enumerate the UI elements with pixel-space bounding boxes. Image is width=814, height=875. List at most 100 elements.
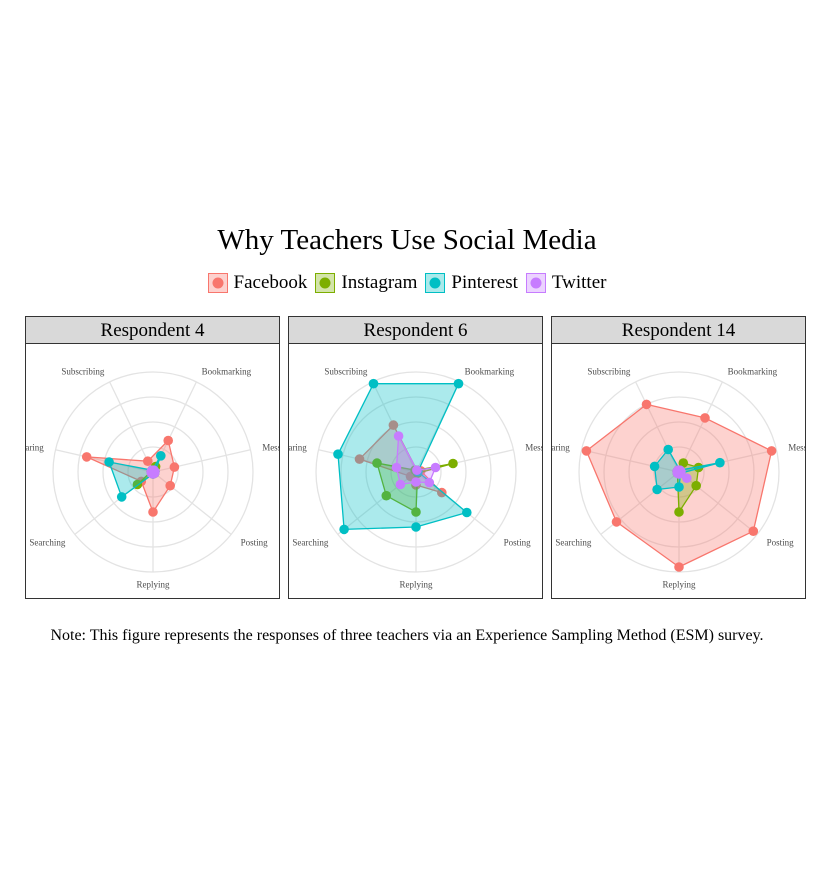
data-point: [116, 492, 127, 502]
data-point: [411, 522, 421, 532]
axis-label-replying: Replying: [400, 580, 433, 590]
data-point: [430, 462, 441, 473]
legend-dot: [429, 277, 441, 289]
data-point: [411, 507, 421, 517]
grid-spoke: [678, 381, 723, 473]
data-point: [368, 378, 379, 389]
axis-label-sharing: Sharing: [289, 443, 307, 453]
axis-label-replying: Replying: [137, 580, 170, 590]
grid-spoke: [678, 471, 758, 535]
axis-label-subscribing: Subscribing: [61, 367, 105, 377]
legend-label: Pinterest: [451, 272, 518, 293]
grid-spoke: [152, 471, 232, 535]
axis-label-searching: Searching: [292, 537, 328, 547]
data-point: [372, 458, 382, 468]
data-point: [156, 451, 166, 461]
data-point: [147, 465, 157, 475]
data-point: [354, 454, 365, 464]
data-point: [81, 452, 92, 462]
data-point: [412, 465, 422, 475]
axis-label-sharing: Sharing: [26, 443, 44, 453]
axis-label-posting: Posting: [767, 537, 795, 547]
panel-respondent-4: Respondent 4 Bookmarking Messagin Posting R…: [25, 316, 280, 599]
axis-label-sharing: Sharing: [552, 443, 570, 453]
data-point: [333, 449, 343, 459]
data-point: [611, 517, 622, 527]
axis-label-subscribing: Subscribing: [324, 367, 368, 377]
data-point: [674, 507, 684, 517]
axis-labels: Bookmarking Messagin Posting Replying Search…: [552, 367, 806, 590]
legend-key: [315, 273, 336, 293]
plot-area: Bookmarking Messagin Posting Replying Search…: [288, 344, 543, 599]
series-twitter: [391, 431, 441, 490]
facet-strip: Respondent 4: [25, 316, 280, 344]
data-point: [104, 457, 114, 467]
data-point: [453, 378, 464, 389]
data-point: [381, 490, 392, 501]
legend-dot: [530, 277, 542, 289]
legend-item-instagram: Instagram: [315, 272, 417, 294]
axis-label-posting: Posting: [241, 537, 269, 547]
panel-respondent-14: Respondent 14 Bookmarking Messagin Posting…: [551, 316, 806, 599]
axis-labels: Bookmarking Messagin Posting Replying Search…: [26, 367, 280, 590]
axis-label-posting: Posting: [504, 537, 532, 547]
data-point: [674, 482, 684, 492]
data-point: [395, 479, 406, 490]
axis-label-searching: Searching: [29, 537, 65, 547]
axis-label-bookmarking: Bookmarking: [465, 367, 515, 377]
series-twitter: [672, 465, 692, 483]
legend-item-twitter: Twitter: [525, 272, 607, 294]
legend-dot: [319, 277, 331, 289]
series-twitter: [146, 465, 160, 479]
axis-label-messaging: Messagin: [788, 443, 806, 453]
data-point: [391, 462, 402, 473]
data-point: [339, 524, 349, 535]
radar-chart: Bookmarking Messagin Posting Replying Search…: [552, 367, 806, 590]
axis-label-messaging: Messagin: [262, 443, 280, 453]
data-point: [143, 456, 153, 466]
data-point: [388, 420, 399, 430]
axis-label-messaging: Messagin: [525, 443, 543, 453]
legend-label: Instagram: [341, 272, 418, 293]
legend-label: Twitter: [551, 272, 607, 293]
chart-title: Why Teachers Use Social Media: [217, 224, 597, 256]
data-point: [393, 431, 404, 441]
data-point: [652, 484, 662, 495]
series-pinterest: [333, 378, 472, 535]
grid-spoke: [152, 449, 251, 473]
legend-item-facebook: Facebook: [207, 272, 307, 294]
data-point: [691, 480, 701, 491]
data-point: [165, 480, 175, 491]
axis-label-subscribing: Subscribing: [587, 367, 631, 377]
data-point: [700, 413, 710, 423]
legend-item-pinterest: Pinterest: [425, 272, 518, 294]
legend-key: [525, 273, 546, 293]
data-point: [148, 507, 158, 517]
data-point: [663, 444, 673, 455]
axis-label-replying: Replying: [663, 580, 696, 590]
data-point: [448, 458, 458, 469]
legend-dot: [212, 277, 224, 289]
data-point: [678, 458, 689, 468]
figure-note: Note: This figure represents the respons…: [50, 627, 764, 644]
series-area: [337, 383, 468, 531]
grid-spoke: [581, 449, 680, 473]
grid-spoke: [55, 449, 154, 473]
legend-key: [425, 273, 446, 293]
axis-labels: Bookmarking Messagin Posting Replying Search…: [289, 367, 543, 590]
data-point: [169, 462, 180, 472]
legend-key: [207, 273, 228, 293]
radar-chart: Bookmarking Messagin Posting Replying Search…: [289, 367, 543, 590]
data-point: [693, 462, 704, 473]
facet-strip: Respondent 6: [288, 316, 543, 344]
data-point: [748, 526, 759, 536]
axis-label-bookmarking: Bookmarking: [202, 367, 252, 377]
plot-area: Bookmarking Messagin Posting Replying Search…: [25, 344, 280, 599]
series-area: [376, 462, 454, 513]
axis-label-bookmarking: Bookmarking: [728, 367, 778, 377]
data-point: [715, 457, 725, 468]
axis-label-searching: Searching: [555, 537, 591, 547]
data-point: [424, 477, 435, 488]
data-point: [673, 465, 683, 475]
plot-area: Bookmarking Messagin Posting Replying Search…: [551, 344, 806, 599]
